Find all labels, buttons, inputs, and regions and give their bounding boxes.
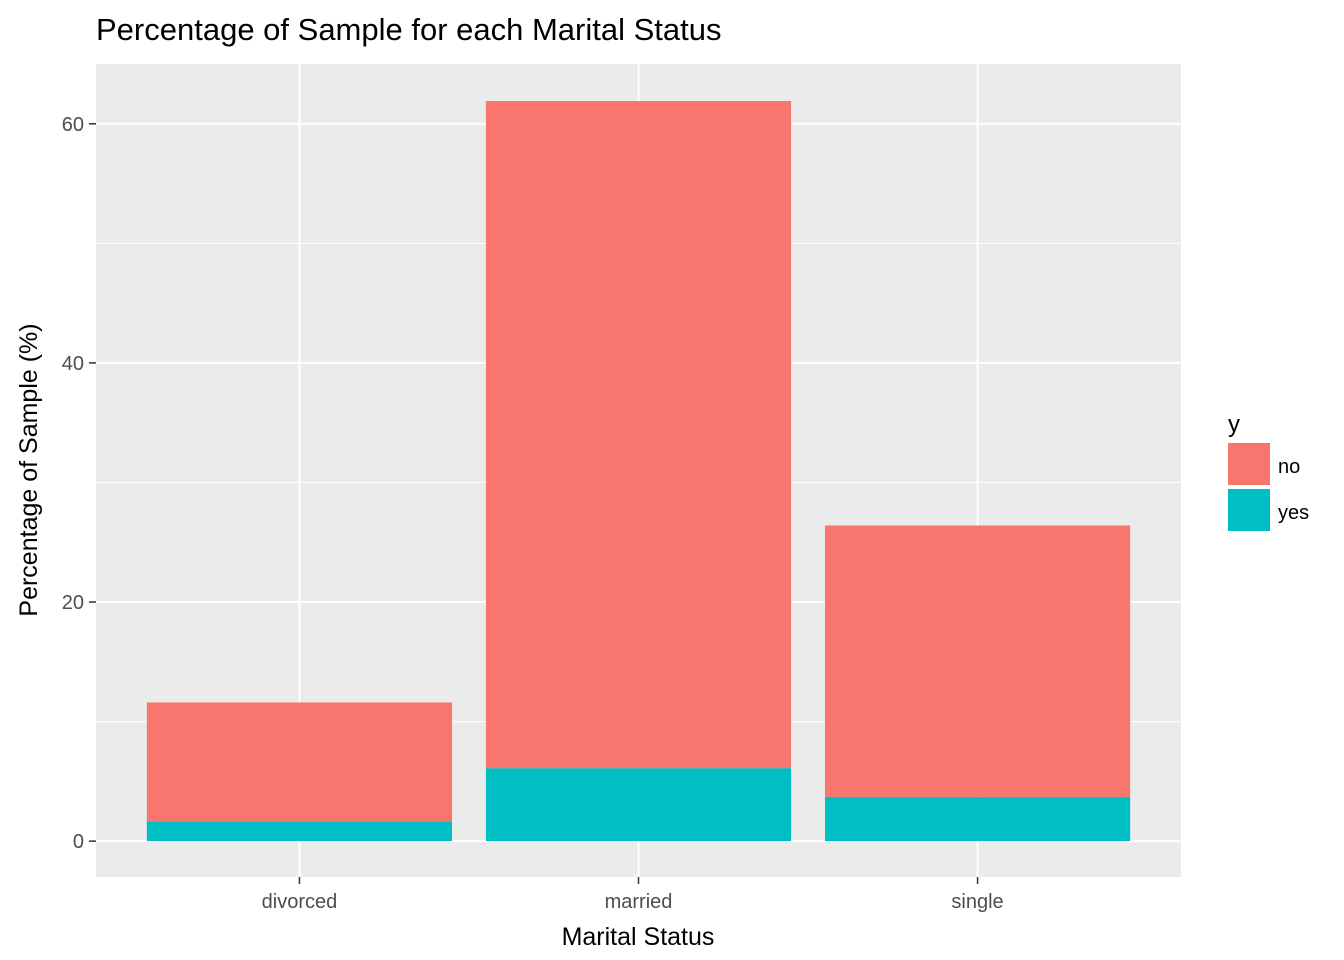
legend-label-no: no xyxy=(1278,456,1300,478)
legend-title: y xyxy=(1228,411,1240,438)
bar-single-yes xyxy=(824,796,1131,842)
y-tick-label: 40 xyxy=(62,353,84,375)
y-tick-label: 0 xyxy=(73,831,84,853)
y-tick-label: 60 xyxy=(62,114,84,136)
y-tick-label: 20 xyxy=(62,592,84,614)
x-tick-label: divorced xyxy=(262,891,338,913)
bar-single-no xyxy=(824,525,1131,797)
legend-label-yes: yes xyxy=(1278,502,1309,524)
legend-key-yes xyxy=(1228,489,1270,531)
y-axis-title: Percentage of Sample (%) xyxy=(15,323,43,616)
x-tick-label: married xyxy=(605,891,673,913)
bar-divorced-no xyxy=(146,702,453,823)
x-axis: divorced married single xyxy=(262,877,1004,913)
chart-title: Percentage of Sample for each Marital St… xyxy=(96,12,722,47)
legend: y no yes xyxy=(1228,411,1309,531)
bar-married-yes xyxy=(485,768,792,842)
bars xyxy=(146,101,1131,842)
y-axis: 0 20 40 60 xyxy=(62,114,96,853)
legend-key-no xyxy=(1228,443,1270,485)
x-tick-label: single xyxy=(951,891,1003,913)
bar-married-no xyxy=(485,101,792,769)
x-axis-title: Marital Status xyxy=(562,923,715,951)
bar-divorced-yes xyxy=(146,822,453,842)
